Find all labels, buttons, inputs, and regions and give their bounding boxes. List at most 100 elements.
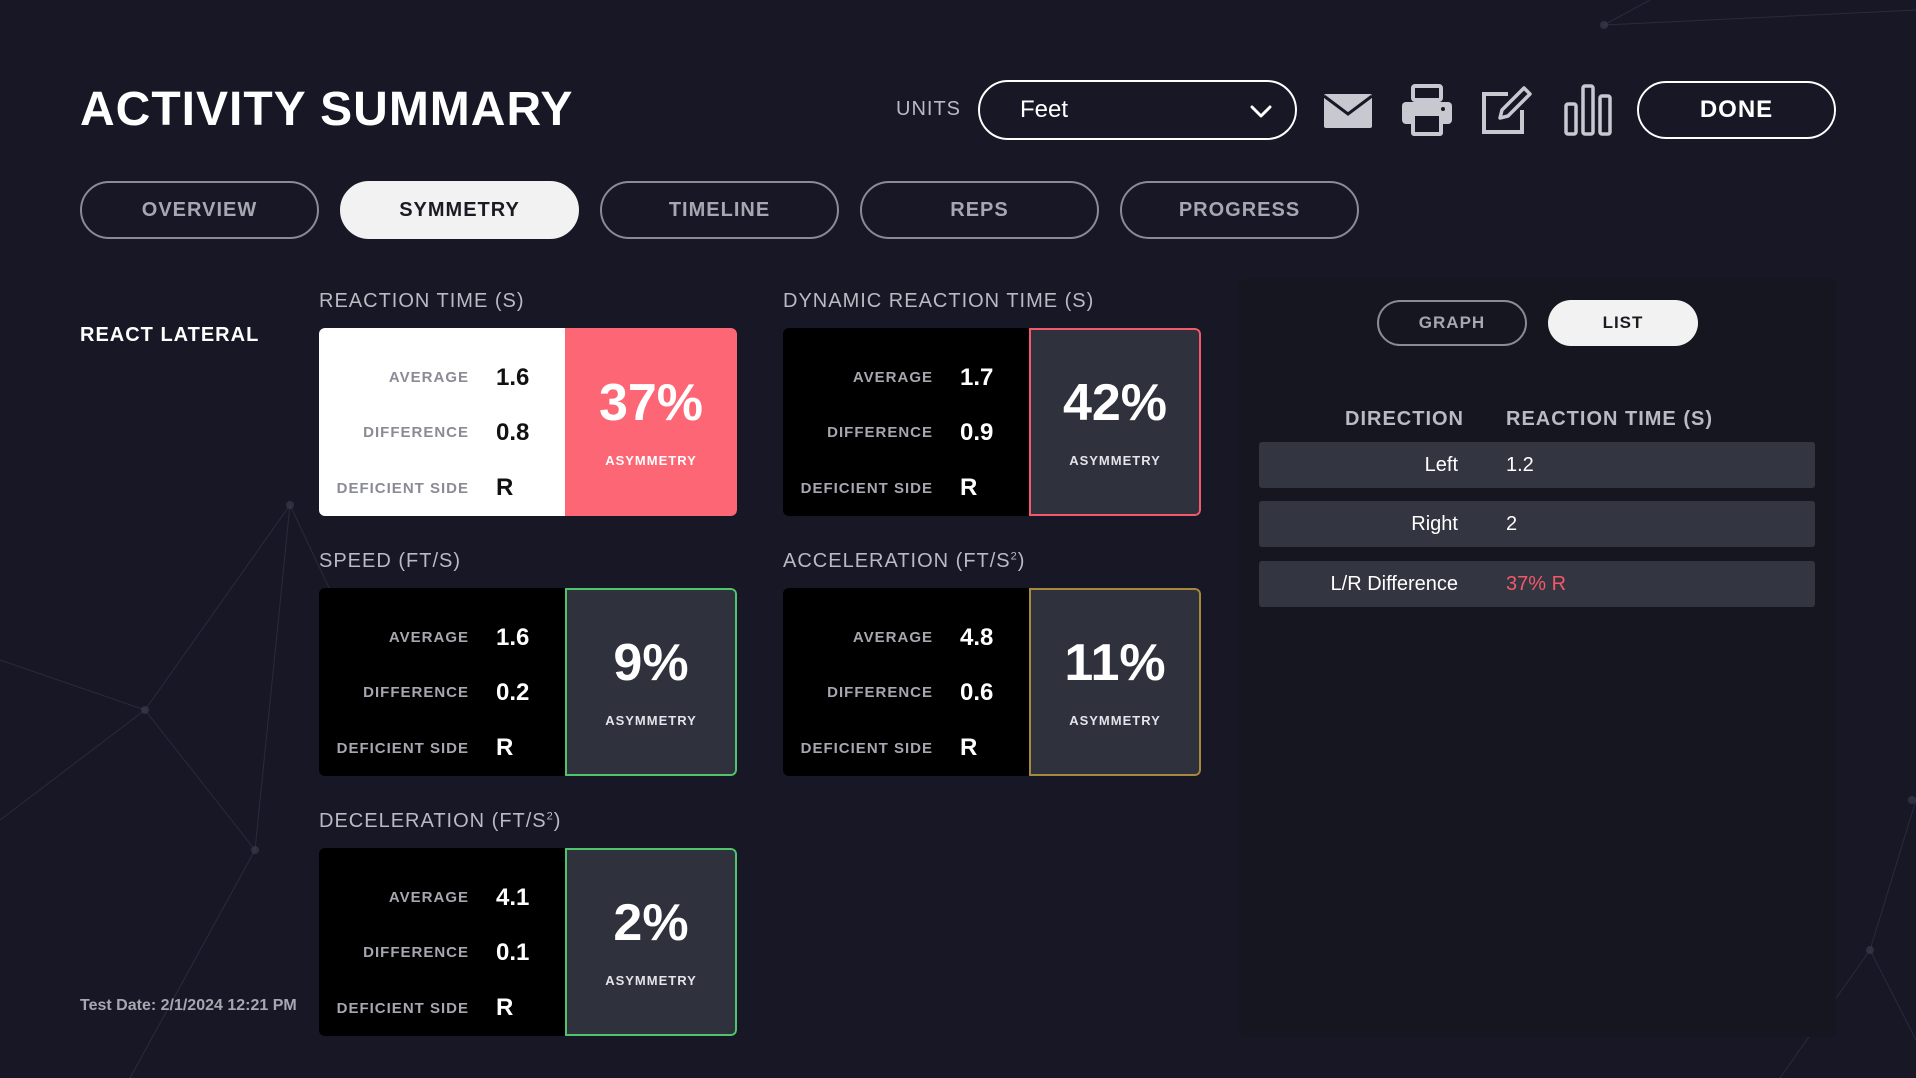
difference-label: DIFFERENCE <box>363 684 469 702</box>
list-row-left: Left 1.2 <box>1259 442 1815 488</box>
metric-dynamic-reaction-time: DYNAMIC REACTION TIME (S) AVERAGE 1.7 DIF… <box>783 290 1201 516</box>
edit-icon[interactable] <box>1478 82 1534 138</box>
chevron-down-icon <box>1250 105 1272 118</box>
direction-cell: L/R Difference <box>1330 573 1458 595</box>
metric-title-exponent: 2 <box>1010 550 1018 563</box>
metric-card: AVERAGE 1.6 DIFFERENCE 0.2 DEFICIENT SIDE R… <box>319 588 737 776</box>
difference-label: DIFFERENCE <box>363 424 469 442</box>
metric-card: AVERAGE 1.7 DIFFERENCE 0.9 DEFICIENT SIDE R… <box>783 328 1201 516</box>
deficient-side-label: DEFICIENT SIDE <box>336 999 469 1017</box>
metric-title-text: DECELERATION (FT/S <box>319 810 547 832</box>
deficient-side-value: R <box>496 994 514 1022</box>
deficient-side-value: R <box>496 474 514 502</box>
deficient-side-value: R <box>496 734 514 762</box>
deficient-side-value: R <box>960 734 978 762</box>
done-button[interactable]: DONE <box>1637 81 1836 139</box>
asymmetry-label: ASYMMETRY <box>605 972 697 988</box>
email-icon[interactable] <box>1320 82 1376 138</box>
asymmetry-value: 42% <box>1062 373 1168 432</box>
reaction-time-cell: 37% R <box>1506 573 1567 595</box>
metric-title: SPEED (FT/S) <box>319 550 462 572</box>
difference-value: 0.1 <box>496 938 530 966</box>
asymmetry-box: 11% ASYMMETRY <box>1029 588 1201 776</box>
deficient-side-value: R <box>960 474 978 502</box>
asymmetry-label: ASYMMETRY <box>605 712 697 728</box>
direction-cell: Right <box>1411 513 1458 535</box>
deficient-side-label: DEFICIENT SIDE <box>336 739 469 757</box>
difference-label: DIFFERENCE <box>827 424 933 442</box>
deficient-side-label: DEFICIENT SIDE <box>800 479 933 497</box>
metric-title: DYNAMIC REACTION TIME (S) <box>783 290 1095 312</box>
direction-cell: Left <box>1424 454 1458 476</box>
metric-card: AVERAGE 4.8 DIFFERENCE 0.6 DEFICIENT SIDE R… <box>783 588 1201 776</box>
list-row-right: Right 2 <box>1259 501 1815 547</box>
average-label: AVERAGE <box>852 369 933 387</box>
bar-chart-icon[interactable] <box>1560 82 1616 138</box>
tab-bar: OVERVIEW SYMMETRY TIMELINE REPS PROGRESS <box>80 181 1359 239</box>
average-label: AVERAGE <box>852 629 933 647</box>
tab-timeline[interactable]: TIMELINE <box>600 181 839 239</box>
asymmetry-box: 2% ASYMMETRY <box>565 848 737 1036</box>
average-value: 1.6 <box>496 623 530 651</box>
units-selected-value: Feet <box>1020 96 1069 123</box>
average-value: 4.8 <box>960 623 994 651</box>
metric-title-end: ) <box>553 810 562 832</box>
metric-title: ACCELERATION (FT/S2) <box>783 550 1201 574</box>
tab-progress[interactable]: PROGRESS <box>1120 181 1359 239</box>
asymmetry-box: 37% ASYMMETRY <box>565 328 737 516</box>
reaction-time-column-header: REACTION TIME (S) <box>1506 408 1713 430</box>
average-value: 1.7 <box>960 363 994 391</box>
difference-value: 0.6 <box>960 678 994 706</box>
metric-deceleration: DECELERATION (FT/S2) AVERAGE 4.1 DIFFEREN… <box>319 810 737 1036</box>
asymmetry-label: ASYMMETRY <box>1069 712 1161 728</box>
metric-title-exponent: 2 <box>546 810 554 823</box>
metric-stats: AVERAGE 1.6 DIFFERENCE 0.8 DEFICIENT SIDE R <box>319 328 565 516</box>
asymmetry-value: 11% <box>1064 633 1166 692</box>
difference-label: DIFFERENCE <box>363 944 469 962</box>
average-value: 1.6 <box>496 363 530 391</box>
metric-title: DECELERATION (FT/S2) <box>319 810 737 834</box>
graph-toggle-button[interactable]: GRAPH <box>1377 300 1527 346</box>
metric-reaction-time: REACTION TIME (S) AVERAGE 1.6 DIFFERENCE 0… <box>319 290 737 516</box>
list-row-difference: L/R Difference 37% R <box>1259 561 1815 607</box>
difference-value: 0.2 <box>496 678 530 706</box>
metric-stats: AVERAGE 1.7 DIFFERENCE 0.9 DEFICIENT SIDE R <box>783 328 1029 516</box>
units-label: UNITS <box>896 98 961 120</box>
difference-value: 0.9 <box>960 418 994 446</box>
average-label: AVERAGE <box>388 629 469 647</box>
page-title: ACTIVITY SUMMARY <box>80 83 574 136</box>
asymmetry-value: 2% <box>613 893 689 952</box>
reaction-time-cell: 1.2 <box>1506 454 1534 476</box>
asymmetry-label: ASYMMETRY <box>605 452 697 468</box>
metric-card: AVERAGE 1.6 DIFFERENCE 0.8 DEFICIENT SIDE R… <box>319 328 737 516</box>
activity-name: REACT LATERAL <box>80 324 260 346</box>
detail-panel: GRAPH LIST DIRECTION REACTION TIME (S) L… <box>1238 279 1836 1037</box>
deficient-side-label: DEFICIENT SIDE <box>800 739 933 757</box>
print-icon[interactable] <box>1399 82 1455 138</box>
metric-stats: AVERAGE 4.8 DIFFERENCE 0.6 DEFICIENT SIDE R <box>783 588 1029 776</box>
metric-title: REACTION TIME (S) <box>319 290 525 312</box>
list-toggle-button[interactable]: LIST <box>1548 300 1698 346</box>
tab-reps[interactable]: REPS <box>860 181 1099 239</box>
asymmetry-value: 9% <box>613 633 689 692</box>
metric-acceleration: ACCELERATION (FT/S2) AVERAGE 4.8 DIFFEREN… <box>783 550 1201 776</box>
tab-symmetry[interactable]: SYMMETRY <box>340 181 579 239</box>
metric-card: AVERAGE 4.1 DIFFERENCE 0.1 DEFICIENT SIDE R… <box>319 848 737 1036</box>
direction-column-header: DIRECTION <box>1345 408 1464 430</box>
deficient-side-label: DEFICIENT SIDE <box>336 479 469 497</box>
asymmetry-value: 37% <box>598 373 704 432</box>
average-label: AVERAGE <box>388 369 469 387</box>
metric-stats: AVERAGE 4.1 DIFFERENCE 0.1 DEFICIENT SIDE R <box>319 848 565 1036</box>
average-value: 4.1 <box>496 883 530 911</box>
metric-stats: AVERAGE 1.6 DIFFERENCE 0.2 DEFICIENT SIDE R <box>319 588 565 776</box>
metric-title-end: ) <box>1017 550 1026 572</box>
difference-label: DIFFERENCE <box>827 684 933 702</box>
units-dropdown[interactable]: Feet <box>978 80 1297 140</box>
test-date: Test Date: 2/1/2024 12:21 PM <box>80 997 297 1014</box>
average-label: AVERAGE <box>388 889 469 907</box>
difference-value: 0.8 <box>496 418 530 446</box>
tab-overview[interactable]: OVERVIEW <box>80 181 319 239</box>
asymmetry-label: ASYMMETRY <box>1069 452 1161 468</box>
metric-speed: SPEED (FT/S) AVERAGE 1.6 DIFFERENCE 0.2 DE… <box>319 550 737 776</box>
asymmetry-box: 42% ASYMMETRY <box>1029 328 1201 516</box>
